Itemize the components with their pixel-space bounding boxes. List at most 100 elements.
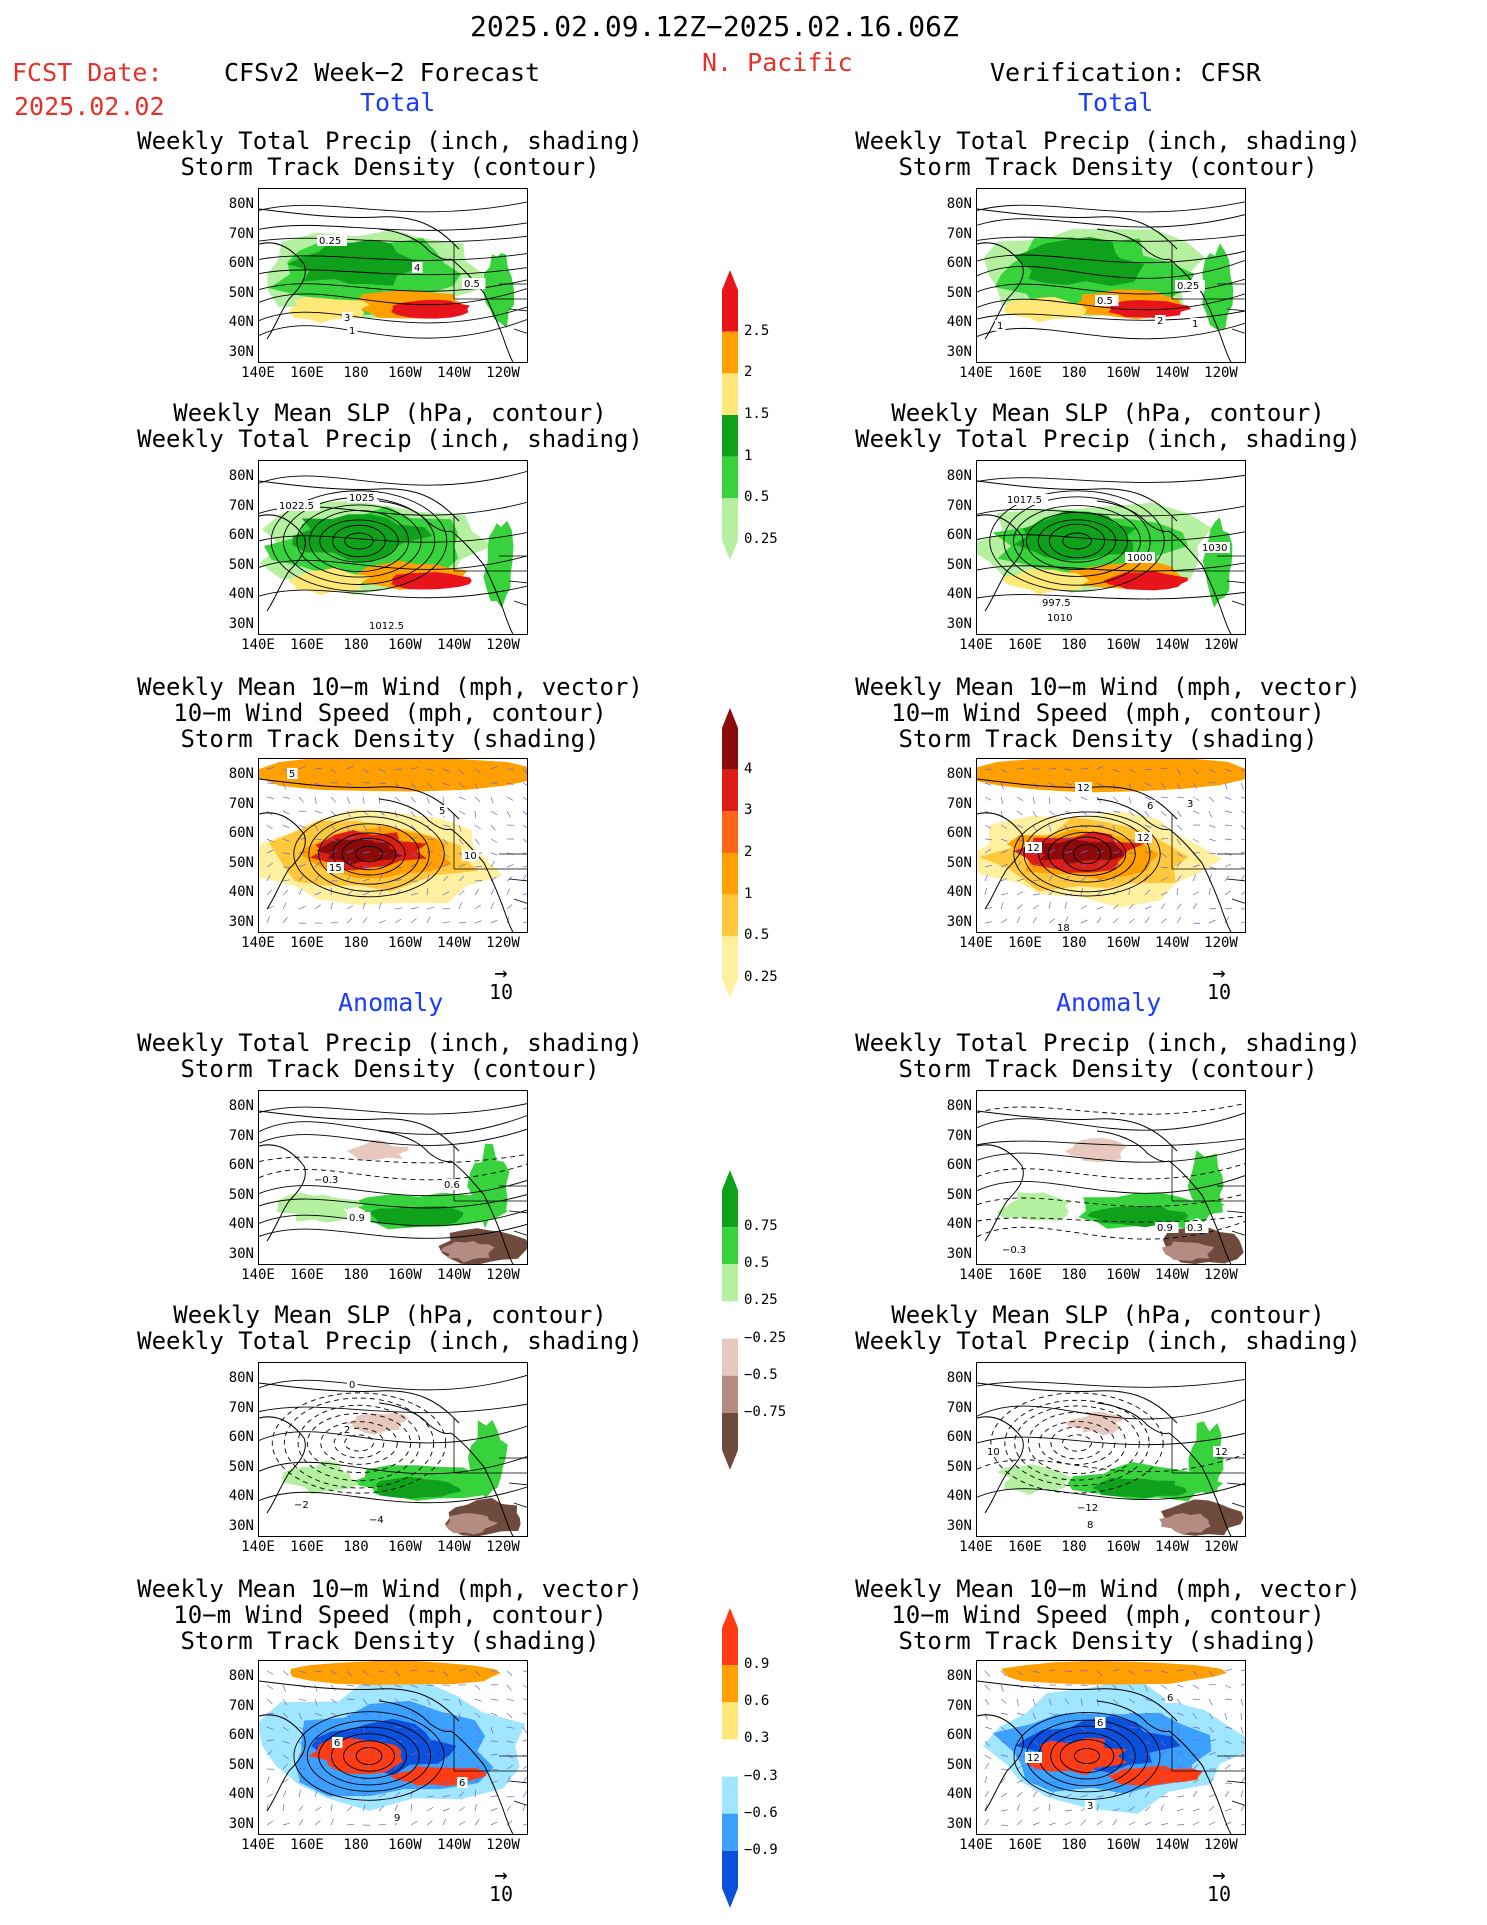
contour-label: −0.3 [312,1174,342,1186]
svg-text:1025: 1025 [349,493,374,504]
map-panel-fc-total-precip: 0.25 4 0.5 3 1 [258,188,528,363]
svg-text:18: 18 [1057,923,1070,933]
lon-tick-label: 140W [437,1539,471,1555]
svg-text:8: 8 [1087,1520,1093,1531]
lat-tick-label: 80N [228,196,254,212]
lon-tick-label: 140E [959,365,993,381]
colorbar-label: 0.5 [744,927,770,944]
map-panel-fc-total-wind: 5 5 10 15 [258,758,528,933]
contour-label: −4 [367,1514,384,1526]
lon-tick-label: 160E [1008,1837,1042,1853]
contour-label: 0.5 [462,278,486,290]
svg-text:3: 3 [1187,799,1193,810]
lat-tick-label: 50N [228,556,254,573]
svg-text:1000: 1000 [1127,553,1152,564]
svg-text:0.9: 0.9 [349,1213,365,1224]
lat-tick-label: 70N [228,795,254,812]
lon-tick-label: 160E [290,1837,324,1853]
lon-tick-label: 160E [1008,365,1042,381]
lon-tick-label: 160E [290,1267,324,1283]
lat-tick-label: 40N [946,1216,972,1232]
svg-text:0.3: 0.3 [1187,1223,1203,1234]
panel-title: Weekly Total Precip (inch, shading) Storm… [137,1029,643,1083]
lon-tick-label: 140E [241,1837,275,1853]
lat-tick-label: 80N [946,1098,972,1114]
svg-text:3: 3 [344,313,350,324]
svg-text:1010: 1010 [1047,613,1072,624]
contour-label: 1 [995,320,1006,332]
map-panel-fc-total-slp: 1025 1022.5 1012.5 [258,460,528,635]
model-title: CFSv2 Week−2 Forecast [224,58,541,87]
svg-text:12: 12 [1137,833,1150,844]
lat-tick-label: 40N [946,884,972,900]
lat-tick-label: 40N [228,1488,254,1504]
map-graphic: 6 6 9 [259,1661,527,1834]
colorbar-label: 2 [744,364,753,381]
map-panel-vf-total-precip: 0.5 0.25 1 2 1 [976,188,1246,363]
lon-tick-label: 140E [241,1539,275,1555]
map-graphic: 12 6 3 12 12 18 [977,759,1245,933]
svg-text:6: 6 [1167,1693,1173,1704]
colorbar-label: 1 [744,885,753,902]
lat-tick-label: 50N [946,1186,972,1203]
region-title: N. Pacific [702,48,853,77]
lon-tick-label: 180 [343,637,369,653]
lat-tick-label: 60N [228,1429,254,1445]
colorbar-track_total [718,708,742,1002]
lat-tick-label: 30N [228,1815,254,1832]
contour-label: 6 [457,1777,468,1789]
contour-label: 1030 [1200,542,1230,554]
lat-tick-label: 30N [946,1815,972,1832]
lat-tick-label: 50N [228,1458,254,1475]
lon-tick-label: 120W [1204,1837,1238,1853]
contour-label: −12 [1075,1502,1099,1514]
panel-title: Weekly Mean SLP (hPa, contour) Weekly Tot… [855,399,1361,453]
map-panel-fc-anom-slp: 0 2 −2 −4 [258,1362,528,1537]
colorbar-label: 2 [744,844,753,860]
lat-tick-label: 60N [946,1429,972,1445]
colorbar-label: −0.5 [744,1366,778,1383]
lon-tick-label: 120W [486,935,520,951]
lat-tick-label: 40N [946,1488,972,1504]
lon-tick-label: 160W [388,365,422,381]
contour-label: 1010 [1045,612,1075,624]
lon-tick-label: 160W [1106,1539,1140,1555]
contour-label: 12 [1025,842,1042,854]
lat-tick-label: 80N [946,196,972,212]
lat-tick-label: 40N [228,314,254,330]
lon-tick-label: 160W [1106,1267,1140,1283]
svg-text:10: 10 [987,1447,1000,1458]
lat-tick-label: 30N [946,615,972,632]
panel-title: Weekly Mean 10−m Wind (mph, vector) 10−m … [137,673,643,753]
lon-tick-label: 140E [959,1539,993,1555]
lat-tick-label: 80N [946,468,972,484]
map-graphic: 10 12 −12 8 [977,1378,1245,1536]
fcst-date-value: 2025.02.02 [14,92,165,121]
lat-tick-label: 40N [228,586,254,602]
colorbar-label: 1 [744,447,753,464]
lat-tick-label: 50N [946,854,972,871]
svg-text:12: 12 [1027,1753,1040,1764]
lat-tick-label: 60N [228,527,254,543]
lon-tick-label: 120W [1204,1267,1238,1283]
contour-label: 10 [462,850,479,862]
lat-tick-label: 30N [946,1517,972,1534]
contour-label: 1017.5 [1005,494,1048,506]
map-panel-vf-anom-wind: 6 6 12 3 [976,1660,1246,1835]
contour-label: 10 [985,1446,1002,1458]
lat-tick-label: 40N [228,1216,254,1232]
lat-tick-label: 70N [228,225,254,242]
colorbar-label: 0.3 [744,1730,770,1747]
lat-tick-label: 80N [946,1668,972,1684]
svg-text:5: 5 [289,769,295,780]
map-graphic: 1017.5 1030 1000 997.5 1010 [977,474,1245,634]
svg-text:−2: −2 [294,1500,309,1511]
svg-text:−12: −12 [1077,1503,1098,1514]
contour-label: 18 [1055,922,1072,933]
lat-tick-label: 30N [946,343,972,360]
lat-tick-label: 60N [946,527,972,543]
contour-label: 3 [342,312,353,324]
colorbar-label: −0.6 [744,1804,778,1821]
lat-tick-label: 50N [228,284,254,301]
colorbar-label: 0.25 [744,969,778,985]
